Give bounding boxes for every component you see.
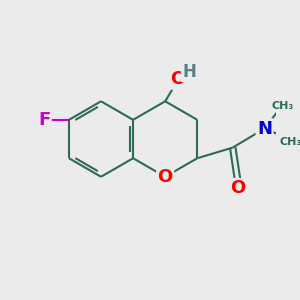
Text: N: N <box>257 119 272 137</box>
Text: F: F <box>38 111 50 129</box>
Text: CH₃: CH₃ <box>271 101 293 111</box>
Text: O: O <box>158 168 173 186</box>
Text: O: O <box>231 179 246 197</box>
Text: CH₃: CH₃ <box>280 137 300 147</box>
Text: O: O <box>170 70 185 88</box>
Text: H: H <box>182 63 196 81</box>
